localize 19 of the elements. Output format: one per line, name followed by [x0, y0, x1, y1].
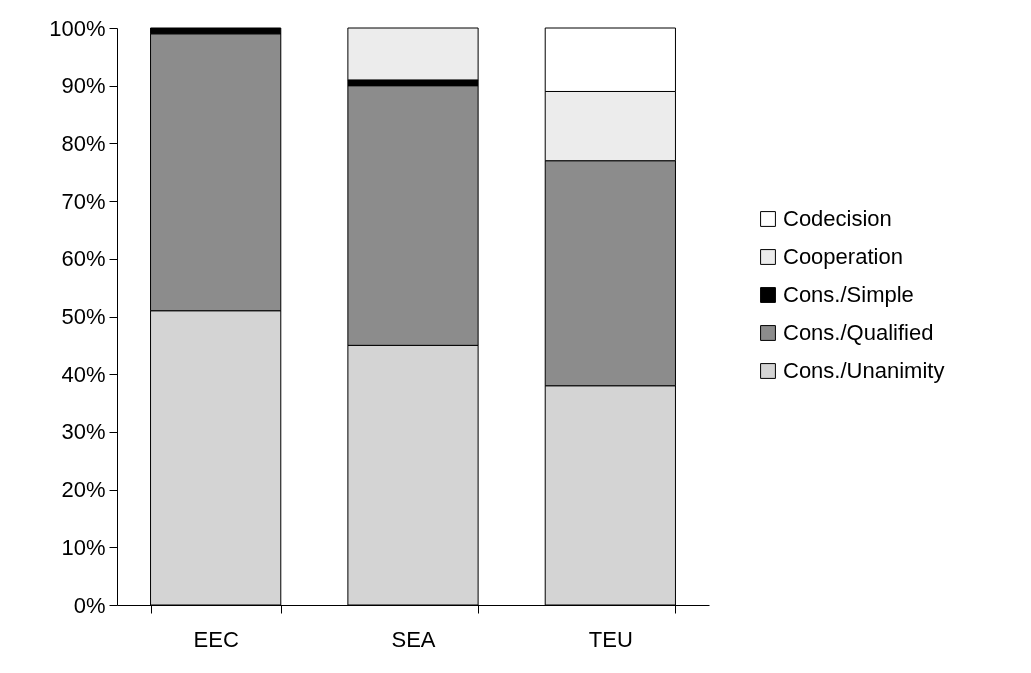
legend-label: Cons./Simple — [783, 282, 914, 307]
y-tick-label: 30% — [61, 419, 106, 445]
legend-label: Cons./Qualified — [783, 320, 934, 345]
y-tick-label: 40% — [61, 361, 106, 387]
y-tick-label: 0% — [73, 592, 106, 618]
legend-label: Cons./Unanimity — [783, 358, 945, 383]
y-tick-label: 90% — [61, 73, 106, 99]
y-tick-label: 20% — [61, 477, 106, 503]
y-tick-label: 70% — [61, 188, 106, 214]
y-tick-label: 100% — [49, 15, 106, 41]
x-tick-label: SEA — [391, 626, 436, 652]
legend-label: Cooperation — [783, 244, 903, 269]
y-tick-label: 10% — [61, 534, 106, 560]
y-tick-label: 80% — [61, 130, 106, 156]
y-tick-label: 50% — [61, 304, 106, 329]
legend-label: Codecision — [783, 206, 892, 231]
x-tick-label: EEC — [193, 626, 239, 652]
y-tick-label: 60% — [61, 246, 106, 272]
x-tick-label: TEU — [588, 626, 633, 652]
